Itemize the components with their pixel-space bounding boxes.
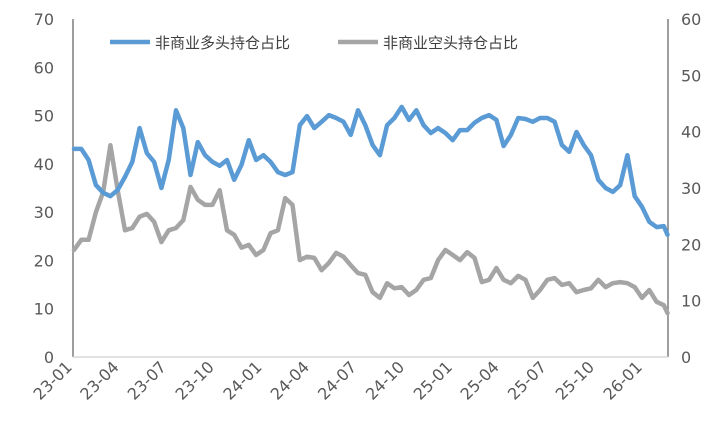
y2-tick-label: 40 bbox=[681, 123, 701, 142]
y2-tick-label: 20 bbox=[681, 235, 701, 254]
short-position-series-line bbox=[71, 142, 670, 316]
right-y-tick-labels: 0 10 20 30 40 50 60 bbox=[681, 10, 701, 367]
x-tick-label: 25-10 bbox=[552, 357, 598, 403]
left-y-tick-labels: 0 10 20 30 40 50 60 70 bbox=[34, 10, 54, 367]
x-tick-label: 24-10 bbox=[362, 357, 408, 403]
x-tick-label: 23-10 bbox=[172, 357, 218, 403]
x-tick-labels: 23-01 23-04 23-07 23-10 24-01 24-04 24-07 24-10… bbox=[30, 357, 646, 403]
legend-label-long: 非商业多头持仓占比 bbox=[155, 34, 290, 52]
x-tick-label: 23-07 bbox=[124, 357, 170, 403]
y-tick-label: 60 bbox=[34, 58, 54, 77]
x-tick-label: 24-07 bbox=[314, 357, 360, 403]
x-tick-label: 25-07 bbox=[504, 357, 550, 403]
y-tick-label: 10 bbox=[34, 300, 54, 319]
y2-tick-label: 0 bbox=[681, 348, 691, 367]
x-tick-label: 25-01 bbox=[410, 357, 456, 403]
x-tick-label: 23-04 bbox=[76, 357, 122, 403]
y2-tick-label: 10 bbox=[681, 292, 701, 311]
y-tick-label: 40 bbox=[34, 155, 54, 174]
legend-label-short: 非商业空头持仓占比 bbox=[383, 34, 518, 52]
legend: 非商业多头持仓占比 非商业空头持仓占比 bbox=[110, 34, 518, 52]
y-tick-label: 70 bbox=[34, 10, 54, 29]
x-tick-label: 24-04 bbox=[267, 357, 313, 403]
x-tick-label: 24-01 bbox=[219, 357, 265, 403]
x-tick-label: 25-04 bbox=[457, 357, 503, 403]
y-tick-label: 0 bbox=[44, 348, 54, 367]
axes bbox=[72, 19, 669, 358]
y-tick-label: 50 bbox=[34, 107, 54, 126]
x-tick-label: 26-01 bbox=[600, 357, 646, 403]
y2-tick-label: 30 bbox=[681, 179, 701, 198]
long-position-series-line bbox=[71, 104, 670, 238]
y-tick-label: 30 bbox=[34, 203, 54, 222]
y-tick-label: 20 bbox=[34, 251, 54, 270]
y2-tick-label: 50 bbox=[681, 66, 701, 85]
y2-tick-label: 60 bbox=[681, 10, 701, 29]
series-lines bbox=[71, 104, 670, 316]
